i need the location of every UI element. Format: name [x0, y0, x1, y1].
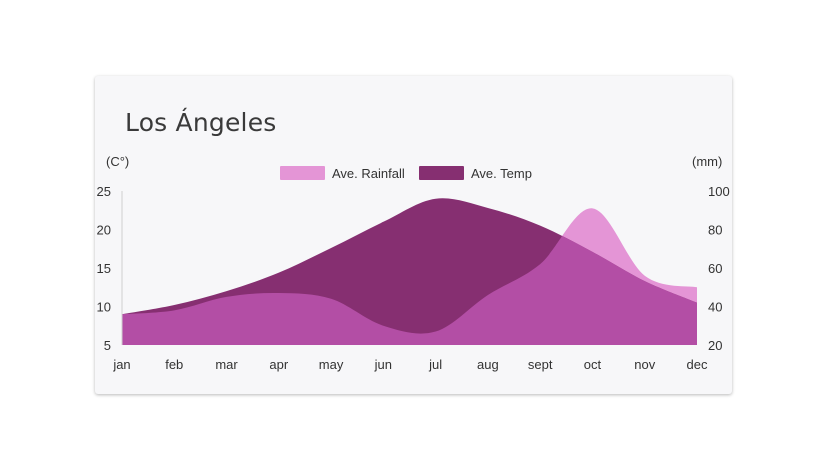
legend: Ave. Rainfall Ave. Temp	[280, 166, 532, 181]
x-tick-label: sept	[528, 357, 553, 372]
left-tick-label: 5	[104, 338, 111, 353]
right-tick-label: 60	[708, 261, 722, 276]
x-tick-label: jan	[112, 357, 130, 372]
x-tick-label: aug	[477, 357, 499, 372]
legend-swatch-temp[interactable]	[419, 166, 464, 180]
left-tick-label: 15	[97, 261, 111, 276]
x-tick-label: apr	[269, 357, 288, 372]
right-tick-label: 100	[708, 184, 730, 199]
chart-title: Los Ángeles	[125, 108, 277, 137]
x-tick-label: mar	[215, 357, 238, 372]
x-tick-label: may	[319, 357, 344, 372]
left-tick-label: 25	[97, 184, 111, 199]
left-axis-unit: (C°)	[106, 154, 129, 169]
left-tick-label: 20	[97, 223, 111, 238]
right-tick-label: 40	[708, 300, 722, 315]
right-tick-label: 20	[708, 338, 722, 353]
right-axis-unit: (mm)	[692, 154, 722, 169]
legend-label-rainfall[interactable]: Ave. Rainfall	[332, 166, 405, 181]
x-tick-label: oct	[584, 357, 602, 372]
x-tick-label: dec	[687, 357, 708, 372]
legend-label-temp[interactable]: Ave. Temp	[471, 166, 532, 181]
legend-swatch-rainfall[interactable]	[280, 166, 325, 180]
x-tick-label: jun	[374, 357, 392, 372]
right-tick-label: 80	[708, 223, 722, 238]
x-tick-label: nov	[634, 357, 655, 372]
x-tick-label: feb	[165, 357, 183, 372]
x-tick-label: jul	[428, 357, 442, 372]
left-tick-label: 10	[97, 300, 111, 315]
